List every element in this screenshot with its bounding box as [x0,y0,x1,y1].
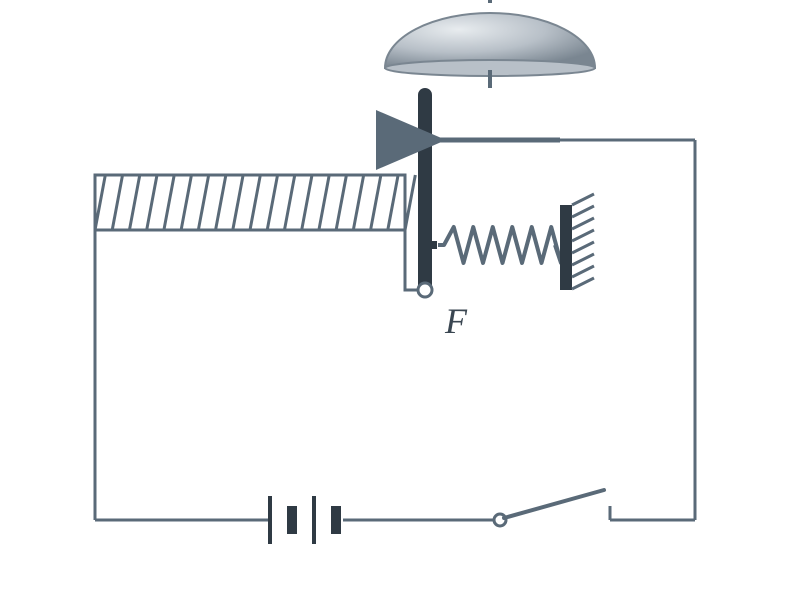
armature-lever [418,95,437,297]
fixed-wall [560,194,594,290]
circuit-diagram [0,0,800,600]
switch-open [494,490,610,526]
battery-cells [270,496,336,544]
electromagnet-coil [95,175,415,230]
return-spring [438,227,561,263]
label-F: F [445,300,467,342]
bell-dome [385,0,595,88]
